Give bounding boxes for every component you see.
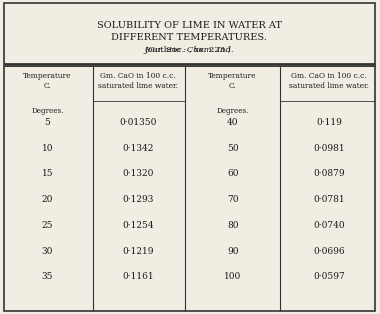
Text: 100: 100	[224, 273, 241, 281]
Text: , xx. 223.): , xx. 223.)	[189, 46, 231, 54]
Text: 0·1293: 0·1293	[122, 195, 154, 204]
Text: 0·119: 0·119	[316, 118, 342, 127]
Text: 10: 10	[41, 144, 53, 153]
Text: 90: 90	[227, 247, 238, 256]
Text: 15: 15	[41, 170, 53, 178]
Text: 0·0781: 0·0781	[313, 195, 345, 204]
Text: 60: 60	[227, 170, 238, 178]
Text: 40: 40	[227, 118, 238, 127]
Text: Temperature
C.: Temperature C.	[208, 72, 257, 90]
Text: 0·0597: 0·0597	[313, 273, 345, 281]
Text: Temperature
C.: Temperature C.	[23, 72, 71, 90]
Text: 0·1254: 0·1254	[122, 221, 154, 230]
Text: 25: 25	[41, 221, 53, 230]
Text: Degrees.: Degrees.	[217, 106, 249, 115]
Text: Gm. CaO in 100 c.c.
saturated lime water.: Gm. CaO in 100 c.c. saturated lime water…	[289, 72, 369, 90]
Text: DIFFERENT TEMPERATURES.: DIFFERENT TEMPERATURES.	[111, 33, 267, 42]
Text: 0·01350: 0·01350	[119, 118, 157, 127]
Text: Gm. CaO in 100 c.c.
saturated lime water.: Gm. CaO in 100 c.c. saturated lime water…	[98, 72, 178, 90]
Text: 0·1320: 0·1320	[122, 170, 154, 178]
Text: 0·0740: 0·0740	[313, 221, 345, 230]
Text: 50: 50	[227, 144, 239, 153]
Text: 0·0696: 0·0696	[313, 247, 345, 256]
Text: 80: 80	[227, 221, 238, 230]
Text: Degrees.: Degrees.	[31, 106, 63, 115]
Text: 0·1342: 0·1342	[122, 144, 154, 153]
Text: 0·0981: 0·0981	[313, 144, 345, 153]
Text: 0·1161: 0·1161	[122, 273, 154, 281]
Text: 0·1219: 0·1219	[122, 247, 154, 256]
Text: 70: 70	[227, 195, 238, 204]
Text: 0·0879: 0·0879	[313, 170, 345, 178]
Text: (Guthrie :: (Guthrie :	[146, 46, 189, 54]
Text: SOLUBILITY OF LIME IN WATER AT: SOLUBILITY OF LIME IN WATER AT	[97, 21, 282, 30]
Text: 35: 35	[41, 273, 53, 281]
Text: 5: 5	[44, 118, 50, 127]
Text: Jour. Soc. Chem. Ind.: Jour. Soc. Chem. Ind.	[144, 46, 234, 54]
Text: 20: 20	[41, 195, 53, 204]
Text: 30: 30	[41, 247, 53, 256]
